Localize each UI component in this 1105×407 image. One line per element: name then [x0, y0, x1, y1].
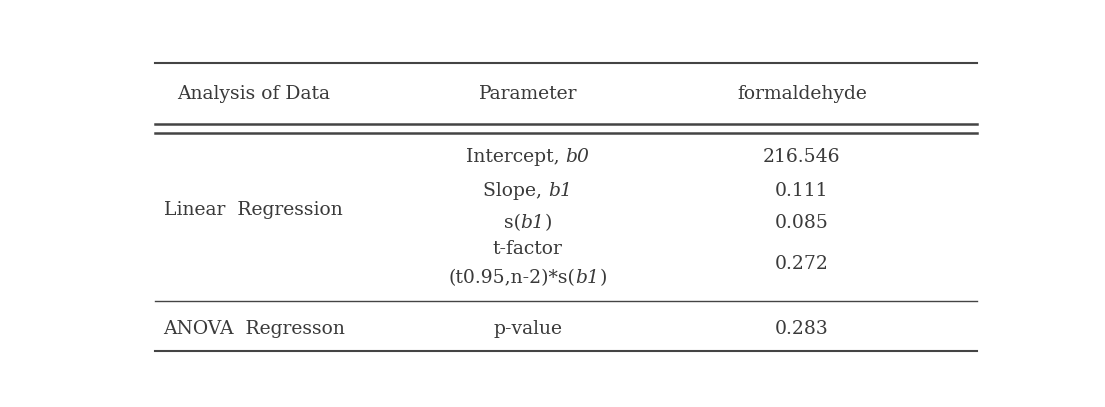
Text: s(: s( — [504, 214, 520, 232]
Text: Slope,: Slope, — [483, 182, 548, 200]
Text: p-value: p-value — [493, 320, 562, 338]
Text: ): ) — [600, 269, 607, 287]
Text: b1: b1 — [548, 182, 572, 200]
Text: ): ) — [545, 214, 551, 232]
Text: b1: b1 — [576, 269, 600, 287]
Text: 216.546: 216.546 — [764, 148, 841, 166]
Text: 0.272: 0.272 — [775, 254, 829, 273]
Text: 0.111: 0.111 — [775, 182, 829, 200]
Text: formaldehyde: formaldehyde — [737, 85, 866, 103]
Text: 0.283: 0.283 — [775, 320, 829, 338]
Text: Analysis of Data: Analysis of Data — [177, 85, 330, 103]
Text: t-factor: t-factor — [493, 241, 562, 258]
Text: Parameter: Parameter — [478, 85, 577, 103]
Text: b1: b1 — [520, 214, 545, 232]
Text: 0.085: 0.085 — [775, 214, 829, 232]
Text: (t0.95,n-2)*s(: (t0.95,n-2)*s( — [449, 269, 576, 287]
Text: ANOVA  Regresson: ANOVA Regresson — [162, 320, 345, 338]
Text: b0: b0 — [566, 148, 590, 166]
Text: Intercept,: Intercept, — [466, 148, 566, 166]
Text: Linear  Regression: Linear Regression — [165, 201, 344, 219]
